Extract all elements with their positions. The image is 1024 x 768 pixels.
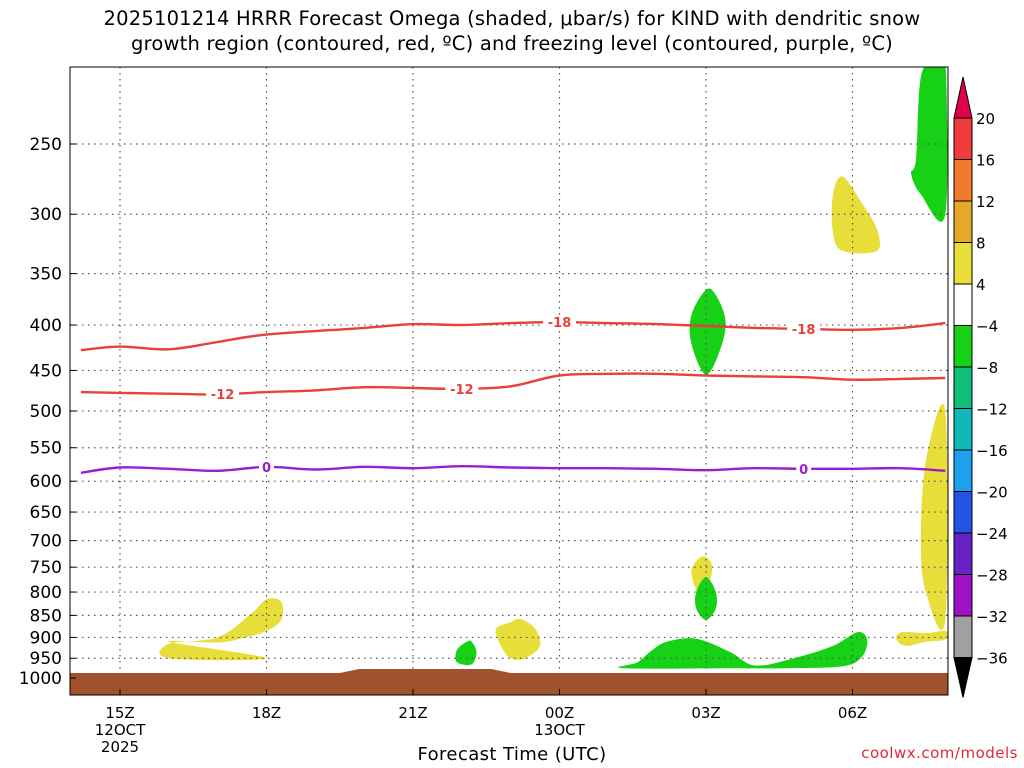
contour-layer: -18 -18 -12 -12 0 0 [80, 315, 946, 478]
y-tick-label-950: 950 [30, 649, 62, 669]
contour-label-bg-3-1 [259, 459, 274, 474]
surface-bump [339, 669, 511, 673]
colorbar-box-9 [953, 449, 973, 492]
colorbar-label-2: 16 [976, 152, 995, 170]
colorbar-label-12: −28 [976, 567, 1008, 585]
x-tick-label-15-3: 2025 [101, 738, 139, 756]
colorbar-box-12 [953, 574, 973, 617]
y-tick-label-1000: 1000 [19, 669, 62, 689]
colorbar: 20 16 12 8 4 −4 −8 −12 −16 −20 −24 −28 −32 −36 [953, 76, 1008, 698]
colorbar-label-4: 8 [976, 235, 986, 253]
y-tick-label-400: 400 [30, 316, 62, 336]
axis-layer: 2503003504004505005506006507007508008509… [19, 135, 867, 756]
y-tick-label-350: 350 [30, 265, 62, 285]
omega-region-10 [618, 632, 868, 669]
surface-layer [70, 669, 948, 695]
colorbar-label-1: 20 [976, 110, 995, 128]
colorbar-box-2 [953, 159, 973, 202]
y-tick-label-650: 650 [30, 503, 62, 523]
y-tick-label-300: 300 [30, 205, 62, 225]
colorbar-label-10: −20 [976, 484, 1008, 502]
omega-region-9 [695, 577, 717, 620]
colorbar-label-13: −32 [976, 608, 1008, 626]
contour-label-3-1: 0 [262, 461, 271, 476]
colorbar-box-3 [953, 200, 973, 243]
y-tick-label-900: 900 [30, 628, 62, 648]
contour-line-3 [80, 464, 946, 474]
colorbar-arrow-bottom [953, 657, 973, 698]
colorbar-box-6 [953, 325, 973, 368]
colorbar-label-8: −12 [976, 401, 1008, 419]
omega-region-11 [455, 640, 477, 666]
x-tick-label-27-1: 03Z [691, 704, 720, 722]
y-tick-label-450: 450 [30, 361, 62, 381]
colorbar-label-5: 4 [976, 276, 986, 294]
colorbar-label-3: 12 [976, 193, 995, 211]
chart-title-line1: 2025101214 HRRR Forecast Omega (shaded, … [103, 7, 921, 30]
contour-label-1-2: -18 [792, 323, 816, 338]
x-tick-label-15-2: 12OCT [95, 721, 146, 739]
contour-label-2-1: -12 [211, 388, 235, 403]
y-tick-label-800: 800 [30, 583, 62, 603]
contour-label-bg-2-2 [445, 381, 479, 396]
contour-label-3-2: 0 [799, 463, 808, 478]
contour-label-2-2: -12 [450, 383, 474, 398]
colorbar-box-1 [953, 117, 973, 160]
y-tick-label-600: 600 [30, 472, 62, 492]
chart-title-line2: growth region (contoured, red, ºC) and f… [131, 32, 893, 55]
omega-region-7 [911, 67, 948, 222]
colorbar-box-13 [953, 615, 973, 658]
colorbar-arrow-top [953, 76, 973, 119]
colorbar-label-14: −36 [976, 650, 1008, 668]
y-tick-label-700: 700 [30, 532, 62, 552]
omega-region-8 [689, 288, 726, 375]
omega-region-2 [495, 618, 541, 660]
colorbar-box-5 [953, 283, 973, 326]
x-tick-label-24-2: 13OCT [534, 721, 585, 739]
x-tick-label-24-1: 00Z [545, 704, 574, 722]
colorbar-label-9: −16 [976, 442, 1008, 460]
colorbar-box-10 [953, 491, 973, 534]
contour-label-1-1: -18 [548, 316, 572, 331]
y-tick-label-750: 750 [30, 558, 62, 578]
contour-label-bg-1-2 [787, 321, 821, 336]
y-tick-label-550: 550 [30, 439, 62, 459]
x-tick-label-18-1: 18Z [252, 704, 281, 722]
surface-band [70, 673, 948, 695]
omega-region-5 [920, 404, 948, 631]
contour-label-bg-1-1 [543, 315, 576, 330]
x-tick-label-15-1: 15Z [105, 704, 134, 722]
x-tick-label-21-1: 21Z [398, 704, 427, 722]
chart-title: 2025101214 HRRR Forecast Omega (shaded, … [0, 6, 1024, 56]
contour-label-bg-2-1 [206, 387, 240, 402]
omega-region-1 [159, 598, 283, 661]
y-tick-label-500: 500 [30, 402, 62, 422]
colorbar-label-11: −24 [976, 525, 1008, 543]
y-tick-label-850: 850 [30, 606, 62, 626]
colorbar-box-4 [953, 242, 973, 285]
omega-region-4 [831, 176, 881, 254]
plot-frame [69, 66, 949, 696]
colorbar-box-8 [953, 408, 973, 451]
colorbar-label-6: −4 [976, 318, 998, 336]
omega-region-6 [896, 630, 948, 646]
colorbar-label-7: −8 [976, 359, 998, 377]
y-tick-label-250: 250 [30, 135, 62, 155]
contour-label-bg-3-2 [796, 461, 812, 476]
x-tick-label-30-1: 06Z [838, 704, 867, 722]
omega-shading-layer [159, 67, 948, 669]
x-axis-label: Forecast Time (UTC) [417, 744, 607, 765]
colorbar-box-11 [953, 532, 973, 575]
site-credit: coolwx.com/models [861, 744, 1018, 762]
grid-layer [70, 67, 948, 695]
colorbar-box-7 [953, 366, 973, 409]
